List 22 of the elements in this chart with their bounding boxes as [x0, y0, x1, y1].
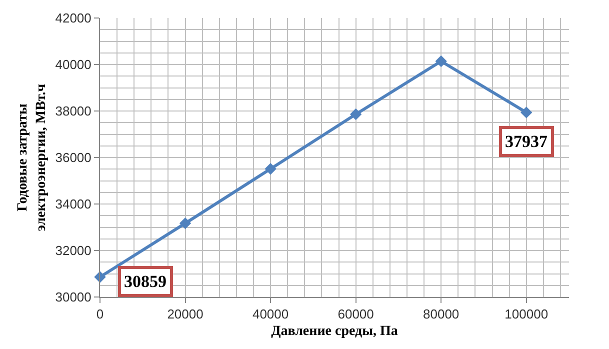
- y-tick-label: 34000: [55, 196, 92, 212]
- x-tick-label: 60000: [338, 306, 374, 322]
- point: [179, 217, 192, 230]
- y-tick-label: 38000: [55, 104, 92, 119]
- y-tick-label: 32000: [55, 243, 92, 258]
- point: [520, 106, 532, 118]
- point: [350, 108, 362, 120]
- point: [264, 163, 276, 175]
- data-label: 37937: [505, 132, 548, 151]
- point: [435, 55, 447, 68]
- y-tick-label: 40000: [55, 57, 92, 72]
- x-tick-label: 40000: [252, 306, 289, 322]
- x-tick-label: 100000: [504, 306, 548, 322]
- y-tick-label: 42000: [55, 10, 92, 26]
- x-tick-label: 0: [96, 306, 104, 322]
- data-label: 30859: [124, 272, 166, 291]
- x-axis-title: Давление среды, Па: [271, 324, 398, 339]
- x-tick-label: 20000: [167, 306, 204, 322]
- y-axis-title: Годовые затраты электроэнергии, МВт.ч: [16, 84, 49, 232]
- x-tick-label: 80000: [423, 306, 460, 322]
- y-tick-label: 36000: [55, 150, 92, 166]
- y-tick-label: 30000: [55, 290, 92, 305]
